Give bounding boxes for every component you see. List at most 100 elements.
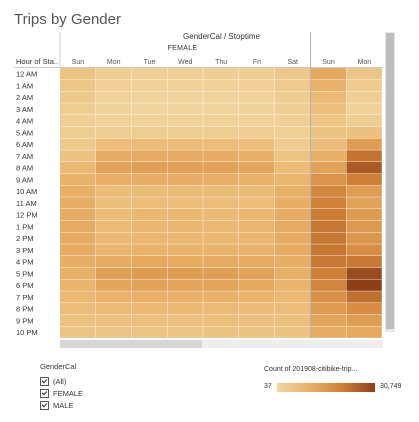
heatmap-cell[interactable] [60,303,96,315]
heatmap-cell[interactable] [274,126,311,139]
checkbox-checked-icon[interactable] [40,388,49,398]
heatmap-cell[interactable] [60,173,96,186]
heatmap-cell[interactable] [274,185,311,197]
heatmap-cell[interactable] [60,244,96,256]
heatmap-cell[interactable] [239,91,275,103]
heatmap-cell[interactable] [95,115,132,127]
heatmap-cell[interactable] [310,232,346,244]
heatmap-cell[interactable] [310,185,346,197]
heatmap-cell[interactable] [167,232,203,244]
heatmap-cell[interactable] [167,103,203,115]
heatmap-cell[interactable] [167,244,203,256]
heatmap-cell[interactable] [167,209,203,221]
filter-option-all[interactable]: (All) [40,375,83,387]
heatmap-cell[interactable] [131,79,167,92]
heatmap-cell[interactable] [131,126,167,139]
heatmap-cell[interactable] [310,68,346,80]
heatmap-cell[interactable] [95,314,132,327]
heatmap-cell[interactable] [60,314,96,327]
heatmap-cell[interactable] [346,220,382,233]
heatmap-cell[interactable] [239,256,275,268]
heatmap-cell[interactable] [95,79,132,92]
heatmap-cell[interactable] [274,314,311,327]
heatmap-cell[interactable] [167,256,203,268]
heatmap-cell[interactable] [167,326,203,338]
heatmap-cell[interactable] [95,173,132,186]
horizontal-scrollbar-thumb[interactable] [60,340,202,348]
vertical-scrollbar-thumb[interactable] [386,33,394,329]
heatmap-cell[interactable] [131,314,167,327]
heatmap-cell[interactable] [60,79,96,92]
heatmap-cell[interactable] [203,197,239,209]
heatmap-cell[interactable] [274,79,311,92]
heatmap-cell[interactable] [239,220,275,233]
heatmap-cell[interactable] [167,91,203,103]
heatmap-cell[interactable] [346,150,382,162]
heatmap-cell[interactable] [346,291,382,303]
heatmap-cell[interactable] [203,150,239,162]
heatmap-cell[interactable] [274,267,311,280]
heatmap-cell[interactable] [60,185,96,197]
heatmap-cell[interactable] [95,232,132,244]
heatmap-cell[interactable] [239,232,275,244]
heatmap-cell[interactable] [203,220,239,233]
heatmap-cell[interactable] [131,209,167,221]
heatmap-cell[interactable] [95,209,132,221]
heatmap-cell[interactable] [60,103,96,115]
heatmap-cell[interactable] [274,68,311,80]
heatmap-cell[interactable] [167,68,203,80]
heatmap-cell[interactable] [60,162,96,174]
heatmap-cell[interactable] [239,279,275,291]
heatmap-cell[interactable] [239,326,275,338]
heatmap-cell[interactable] [239,185,275,197]
heatmap-cell[interactable] [203,103,239,115]
heatmap-cell[interactable] [346,79,382,92]
heatmap-cell[interactable] [60,126,96,139]
heatmap-cell[interactable] [95,150,132,162]
heatmap-cell[interactable] [60,267,96,280]
heatmap-cell[interactable] [239,314,275,327]
heatmap-cell[interactable] [239,79,275,92]
checkbox-checked-icon[interactable] [40,400,49,410]
heatmap-cell[interactable] [274,303,311,315]
heatmap-cell[interactable] [95,267,132,280]
heatmap-cell[interactable] [274,326,311,338]
heatmap-cell[interactable] [310,197,346,209]
heatmap-cell[interactable] [310,79,346,92]
heatmap-cell[interactable] [95,256,132,268]
heatmap-cell[interactable] [310,220,346,233]
heatmap-cell[interactable] [131,150,167,162]
heatmap-cell[interactable] [346,326,382,338]
heatmap-cell[interactable] [239,267,275,280]
heatmap-cell[interactable] [239,197,275,209]
heatmap-cell[interactable] [203,162,239,174]
heatmap-cell[interactable] [60,91,96,103]
heatmap-cell[interactable] [274,150,311,162]
horizontal-scrollbar[interactable] [60,340,383,348]
heatmap-cell[interactable] [131,232,167,244]
checkbox-checked-icon[interactable] [40,376,49,386]
heatmap-cell[interactable] [346,256,382,268]
heatmap-cell[interactable] [203,326,239,338]
heatmap-cell[interactable] [60,68,96,80]
heatmap-cell[interactable] [274,162,311,174]
heatmap-cell[interactable] [346,68,382,80]
heatmap-cell[interactable] [310,138,346,150]
heatmap-cell[interactable] [167,279,203,291]
heatmap-cell[interactable] [203,138,239,150]
heatmap-cell[interactable] [167,115,203,127]
heatmap-cell[interactable] [239,162,275,174]
heatmap-cell[interactable] [167,126,203,139]
heatmap-cell[interactable] [310,303,346,315]
heatmap-cell[interactable] [95,91,132,103]
heatmap-cell[interactable] [310,126,346,139]
heatmap-cell[interactable] [346,209,382,221]
heatmap-cell[interactable] [203,232,239,244]
heatmap-cell[interactable] [310,314,346,327]
heatmap-cell[interactable] [310,326,346,338]
heatmap-cell[interactable] [131,267,167,280]
heatmap-cell[interactable] [60,279,96,291]
heatmap-cell[interactable] [203,91,239,103]
heatmap-cell[interactable] [203,256,239,268]
heatmap-cell[interactable] [60,209,96,221]
